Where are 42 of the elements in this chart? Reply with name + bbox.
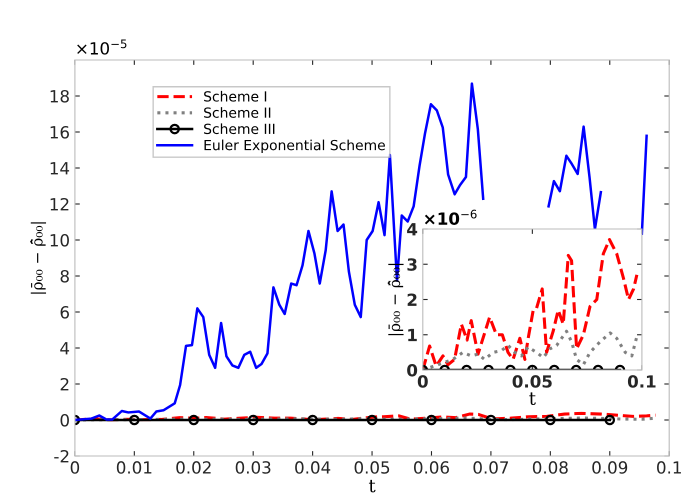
x-tick-label: 0.1 <box>628 375 656 388</box>
x-tick-label: 0.05 <box>354 461 390 474</box>
y-tick-label: -2 <box>54 450 68 462</box>
annotation: ×10$^{−6}$ <box>424 210 477 225</box>
y-tick-label: 14 <box>50 162 70 174</box>
x-axis-title: t <box>529 392 536 405</box>
y-axis-title: |ρ̄₀₀ − ρ̄̂₀₀| <box>388 264 404 336</box>
x-axis-title: t <box>368 480 376 492</box>
y-tick-label: 10 <box>50 234 69 247</box>
x-tick-label: 0 <box>418 375 428 388</box>
y-tick-label: 1 <box>408 328 417 342</box>
y-axis-title: |ρ̄₀₀ − ρ̄̂₀₀| <box>30 222 46 294</box>
x-tick-label: 0.08 <box>532 461 568 474</box>
legend-label: Scheme III <box>204 123 274 134</box>
y-tick-label: 0 <box>407 364 418 377</box>
y-tick-label: 12 <box>50 198 68 210</box>
x-tick-label: 0.09 <box>592 461 628 474</box>
legend-label: Scheme I <box>204 90 266 102</box>
y-tick-label: 2 <box>408 293 416 306</box>
y-tick-label: 3 <box>407 258 417 271</box>
text: ×10$^{−5}$ <box>77 40 126 55</box>
y-tick-label: 18 <box>50 90 69 103</box>
y-tick-label: 16 <box>50 126 69 139</box>
y-tick-label: 8 <box>60 270 69 283</box>
legend-label: Euler Exponential Scheme <box>204 140 385 154</box>
y-tick-label: 6 <box>60 306 69 319</box>
x-tick-label: 0.05 <box>512 375 552 388</box>
x-tick-label: 0.01 <box>116 461 152 474</box>
line-series <box>422 238 638 370</box>
x-tick-label: 0.1 <box>657 461 681 474</box>
x-tick-label: 0.06 <box>414 461 449 474</box>
x-tick-label: 0.02 <box>176 461 211 474</box>
y-tick-label: 4 <box>60 342 70 354</box>
x-tick-label: 0.03 <box>236 461 270 474</box>
x-tick-label: 0.04 <box>295 461 330 474</box>
x-tick-label: 0.07 <box>473 461 508 474</box>
y-tick-label: 0 <box>60 414 69 427</box>
x-tick-label: 0 <box>70 461 80 474</box>
y-tick-label: 4 <box>407 223 418 236</box>
legend-label: Scheme II <box>204 107 270 118</box>
line-series <box>422 330 638 370</box>
y-tick-label: 2 <box>60 378 68 390</box>
